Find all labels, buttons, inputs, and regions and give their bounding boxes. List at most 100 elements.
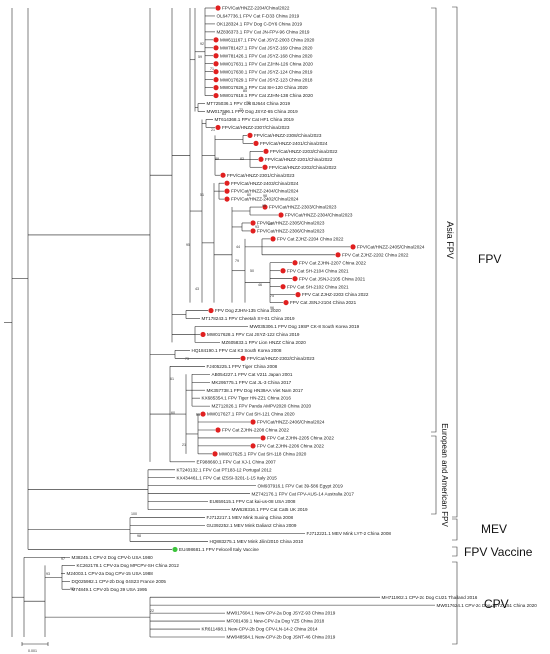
taxon-label: GU392252.1 MEV Mink Dalian2 China 2009 xyxy=(207,523,297,528)
taxon-label: MK295775.1 FPV Cat JL-3 China 2017 xyxy=(212,380,292,385)
red-circle-marker xyxy=(215,5,221,11)
red-circle-marker xyxy=(292,276,298,282)
red-circle-marker xyxy=(250,419,256,425)
red-circle-marker xyxy=(212,451,218,457)
taxon-label: KC262178.1 CPV-2a Dog MPCPV-SH China 201… xyxy=(77,563,180,568)
red-circle-marker xyxy=(213,92,219,99)
taxon-label: FPV/Cat/HNZZ-2307/China/2023 xyxy=(222,125,290,130)
taxon-label: MF001439.1 New-CPV-2a Dog YZ5 China 2018 xyxy=(227,619,325,624)
taxon-label: MW017631.1 FPV Cat ZJHN-126 China 2020 xyxy=(220,61,313,66)
taxon-label: OM937916.1 FPV Cat 39-586 Egypt 2019 xyxy=(258,483,344,488)
red-circle-marker xyxy=(240,355,246,361)
red-circle-marker xyxy=(335,252,341,258)
bootstrap-value: 93 xyxy=(46,572,50,576)
taxon-label: EU498681.1 FPV Felocell Italy Vaccine xyxy=(179,547,259,552)
taxon-label: FPV/Cat/HNZZ-2306/China/2023 xyxy=(257,229,325,234)
taxon-label: MW017628.1 FPV Cat JSYZ-122 China 2019 xyxy=(207,332,300,337)
group-brackets xyxy=(431,6,458,645)
red-circle-marker xyxy=(280,284,286,290)
red-circle-marker xyxy=(213,69,219,75)
taxon-label: FPV/Cat/HNZZ-2303/China/2023 xyxy=(269,205,337,210)
taxon-label: OK128324.1 FPV Dog C-DY6 China 2019 xyxy=(217,22,303,27)
red-circle-marker xyxy=(258,156,264,162)
taxon-label: FPV/Cat/HNZZ-2406/China/2024 xyxy=(257,420,325,425)
taxon-label: MW017618.1 FPV Cat ZJHN-138 China 2020 xyxy=(220,93,313,98)
red-circle-marker xyxy=(283,299,289,306)
group-label-fpv-vaccine: FPV Vaccine xyxy=(464,545,533,559)
bootstrap-value: 61 xyxy=(170,377,174,381)
red-circle-marker xyxy=(260,435,266,441)
taxon-label: FPV/Cat/HNZZ-2403/China/2024 xyxy=(231,181,299,186)
red-circle-marker xyxy=(350,244,356,250)
taxon-label: M24003.1 CPV-2a Dog CPV-15 USA 1988 xyxy=(67,571,154,576)
taxon-label: MW017625.1 FPV Cat SH-118 China 2020 xyxy=(219,451,307,456)
green-square-marker xyxy=(172,546,178,553)
taxon-label: KT240132.1 FPV Cat PT183-12 Portugal 201… xyxy=(177,467,272,472)
bootstrap-value: 92 xyxy=(70,587,74,591)
taxon-label: FPV/Cat/HNZZ-2202/China/2022 xyxy=(269,165,337,170)
taxon-label: FPV Cat JSNJ-2105 China 2021 xyxy=(299,276,366,281)
bootstrap-value: 98 xyxy=(137,534,141,538)
bootstrap-value: 75 xyxy=(185,357,189,361)
fpv-bracket xyxy=(452,6,458,518)
asia-fpv-bracket xyxy=(431,7,437,433)
taxon-label: MW017604.1 New-CPV-2a Dog JSYZ-93 China … xyxy=(227,611,336,616)
group-label-european-american-fpv: European and American FPV xyxy=(440,423,449,527)
red-circle-marker xyxy=(247,132,253,138)
taxon-label: MZ712026.1 FPV Panda AMPV2020 China 2020 xyxy=(212,404,312,409)
taxon-label: FJ712221.1 MEV Mink LYT-2 China 2008 xyxy=(307,531,392,536)
taxon-label: FPV/Cat/HNZZ-2203/China/2022 xyxy=(270,149,338,154)
taxon-label: FPV Cat SH-2104 China 2021 xyxy=(287,268,349,273)
taxon-label: FPV/Cat/HNZZ-2201/China/2022 xyxy=(265,157,333,162)
bootstrap-value: 60 xyxy=(247,193,251,197)
taxon-label: FPV/Cat/HNZZ-2305/China/2023 xyxy=(257,221,325,226)
red-circle-marker xyxy=(213,45,219,51)
red-circle-marker xyxy=(213,61,219,67)
red-circle-marker xyxy=(200,331,206,338)
bootstrap-value: 92 xyxy=(200,42,204,46)
taxon-label: MK357738.1 FPV Dog HN39AA Viet Nam 2017 xyxy=(207,388,304,393)
red-circle-marker xyxy=(262,164,268,170)
bootstrap-value: 21 xyxy=(211,128,215,132)
red-circle-marker xyxy=(295,292,301,298)
taxon-label: FPV/Cat/HNZZ-2304/China/2023 xyxy=(285,213,353,218)
bootstrap-value: 22 xyxy=(150,609,154,613)
taxon-label: KX434461.1 FPV Cat IZSSI-3201-1-15 Italy… xyxy=(177,475,278,480)
bootstrap-value: 60 xyxy=(171,411,175,415)
taxon-label: MH711902.1 CPV-2c Dog CU21 Thailand 2016 xyxy=(382,595,478,600)
scale-bar: 0.001 xyxy=(21,642,49,653)
taxon-label: MW611167.1 FPV Cat JSYZ-2003 China 2020 xyxy=(220,37,315,42)
taxon-label: FPV Cat ZJHN-2207 China 2022 xyxy=(299,260,366,265)
taxon-label: FPV/Cat/HNZZ-2401/China/2024 xyxy=(260,141,328,146)
taxon-label: MW781427.1 FPV Cat JSYZ-169 China 2020 xyxy=(220,45,313,50)
taxon-label: FJ712217.1 MEV Mink Suxing China 2008 xyxy=(207,515,294,520)
taxon-label: FPV/Cat/HNZZ-2404/China/2024 xyxy=(231,189,299,194)
red-circle-marker xyxy=(215,427,221,433)
red-circle-marker xyxy=(250,220,256,226)
bootstrap-value: 59 xyxy=(198,55,202,59)
bootstrap-value: 75 xyxy=(270,294,274,298)
taxon-label: HQ184190.1 FPV Cat K3 South Korea 2008 xyxy=(192,348,282,353)
taxon-label: MW017630.1 FPV Cat JSYZ-124 China 2019 xyxy=(220,69,313,74)
taxon-label: FPV Cat JSNJ-2104 China 2021 xyxy=(290,300,357,305)
taxon-label: OL647736.1 FPV Cat F-D33 China 2019 xyxy=(217,14,300,19)
bootstrap-value: 44 xyxy=(236,245,240,249)
scale-bar-ticks xyxy=(21,642,49,646)
bootstrap-value: 93 xyxy=(255,225,259,229)
taxon-label: FPV Dog ZJHN-135 China 2020 xyxy=(215,308,281,313)
taxon-label: KX685354.1 FPV Tiger HN-ZZ1 China 2016 xyxy=(202,396,292,401)
red-circle-marker xyxy=(263,148,269,154)
taxon-label: MW017624.1 CPV-2c Dog JSYZ-151 China 202… xyxy=(437,603,538,608)
taxon-label: MW017629.1 FPV Cat JSYZ-123 China 2018 xyxy=(220,77,313,82)
taxon-label: FPV Cat ZJHN-2206 China 2022 xyxy=(257,444,324,449)
taxon-label: MW048584.1 New-CPV-2b Dog JSNT-46 China … xyxy=(227,635,336,640)
taxon-label: KR611498.1 New-CPV-2b Dog CPV-LN-14-2 Ch… xyxy=(202,627,319,632)
bootstrap-value: 73 xyxy=(239,108,243,112)
group-label-mev: MEV xyxy=(481,522,507,536)
scale-bar-label: 0.001 xyxy=(28,649,37,653)
taxon-label: MZ605833.1 FPV Lion HNZZ China 2020 xyxy=(222,340,307,345)
taxon-label: FPV/Cat/HNZZ-2308/China/2023 xyxy=(254,133,322,138)
bootstrap-value: 97 xyxy=(61,557,65,561)
red-circle-marker xyxy=(213,53,219,59)
bootstrap-value: 51 xyxy=(200,193,204,197)
